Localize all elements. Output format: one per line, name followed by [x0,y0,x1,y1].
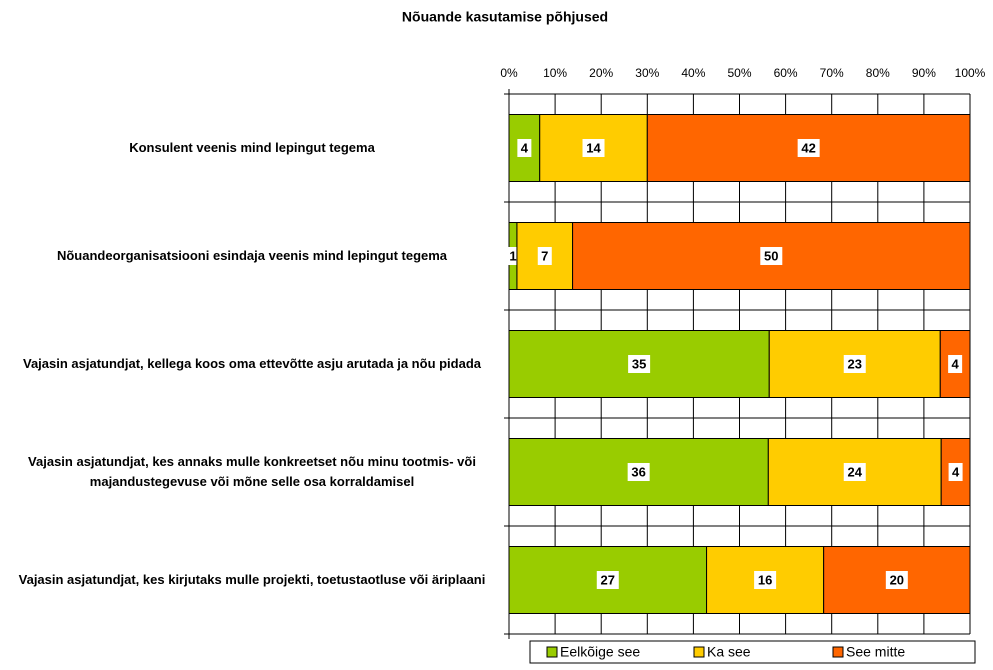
x-tick-label: 80% [866,66,890,80]
legend-label: See mitte [846,644,905,660]
value-label-bg [628,355,651,373]
value-label-bg [596,571,619,589]
value-label: 4 [952,356,960,371]
value-label: 7 [541,248,548,263]
y-tick-label: Vajasin asjatundjat, kes annaks mulle ko… [28,454,476,489]
value-label-bg [754,571,777,589]
y-tick-label: Nõuandeorganisatsiooni esindaja veenis m… [56,248,448,263]
x-tick-label: 40% [681,66,705,80]
value-label: 24 [848,464,863,479]
value-label: 14 [586,140,601,155]
value-label: 35 [632,356,646,371]
y-tick-label: Konsulent veenis mind lepingut tegema [129,140,375,155]
y-tick-label: Vajasin asjatundjat, kes kirjutaks mulle… [18,572,486,587]
x-tick-label: 70% [820,66,844,80]
x-tick-label: 0% [500,66,518,80]
value-label: 4 [952,464,960,479]
value-label-bg [627,463,650,481]
value-label: 27 [601,572,615,587]
value-label-bg [797,139,820,157]
value-label-bg [760,247,783,265]
value-label-bg [517,139,532,157]
x-tick-label: 10% [543,66,567,80]
value-label: 20 [890,572,904,587]
value-label: 42 [801,140,815,155]
value-label-bg [843,463,866,481]
x-tick-label: 100% [955,66,986,80]
legend-label: Ka see [707,644,751,660]
chart-title: Nõuande kasutamise põhjused [402,9,608,25]
value-label-bg [582,139,605,157]
legend-label: Eelkõige see [560,644,640,660]
x-tick-label: 60% [774,66,798,80]
y-tick-label: Vajasin asjatundjat, kellega koos oma et… [22,356,482,371]
value-label: 4 [521,140,529,155]
legend-swatch [832,646,844,658]
legend-swatch [546,646,558,658]
value-label: 50 [764,248,778,263]
value-label-bg [948,355,963,373]
x-tick-label: 90% [912,66,936,80]
value-label: 16 [758,572,772,587]
legend-swatch [693,646,705,658]
value-label-bg [843,355,866,373]
x-tick-label: 20% [589,66,613,80]
value-label: 23 [848,356,862,371]
value-label: 1 [509,248,516,263]
value-label-bg [885,571,908,589]
legend-box [529,640,976,664]
value-label-bg [537,247,552,265]
value-label-bg [948,463,963,481]
x-tick-label: 50% [727,66,751,80]
value-label: 36 [631,464,645,479]
x-tick-label: 30% [635,66,659,80]
